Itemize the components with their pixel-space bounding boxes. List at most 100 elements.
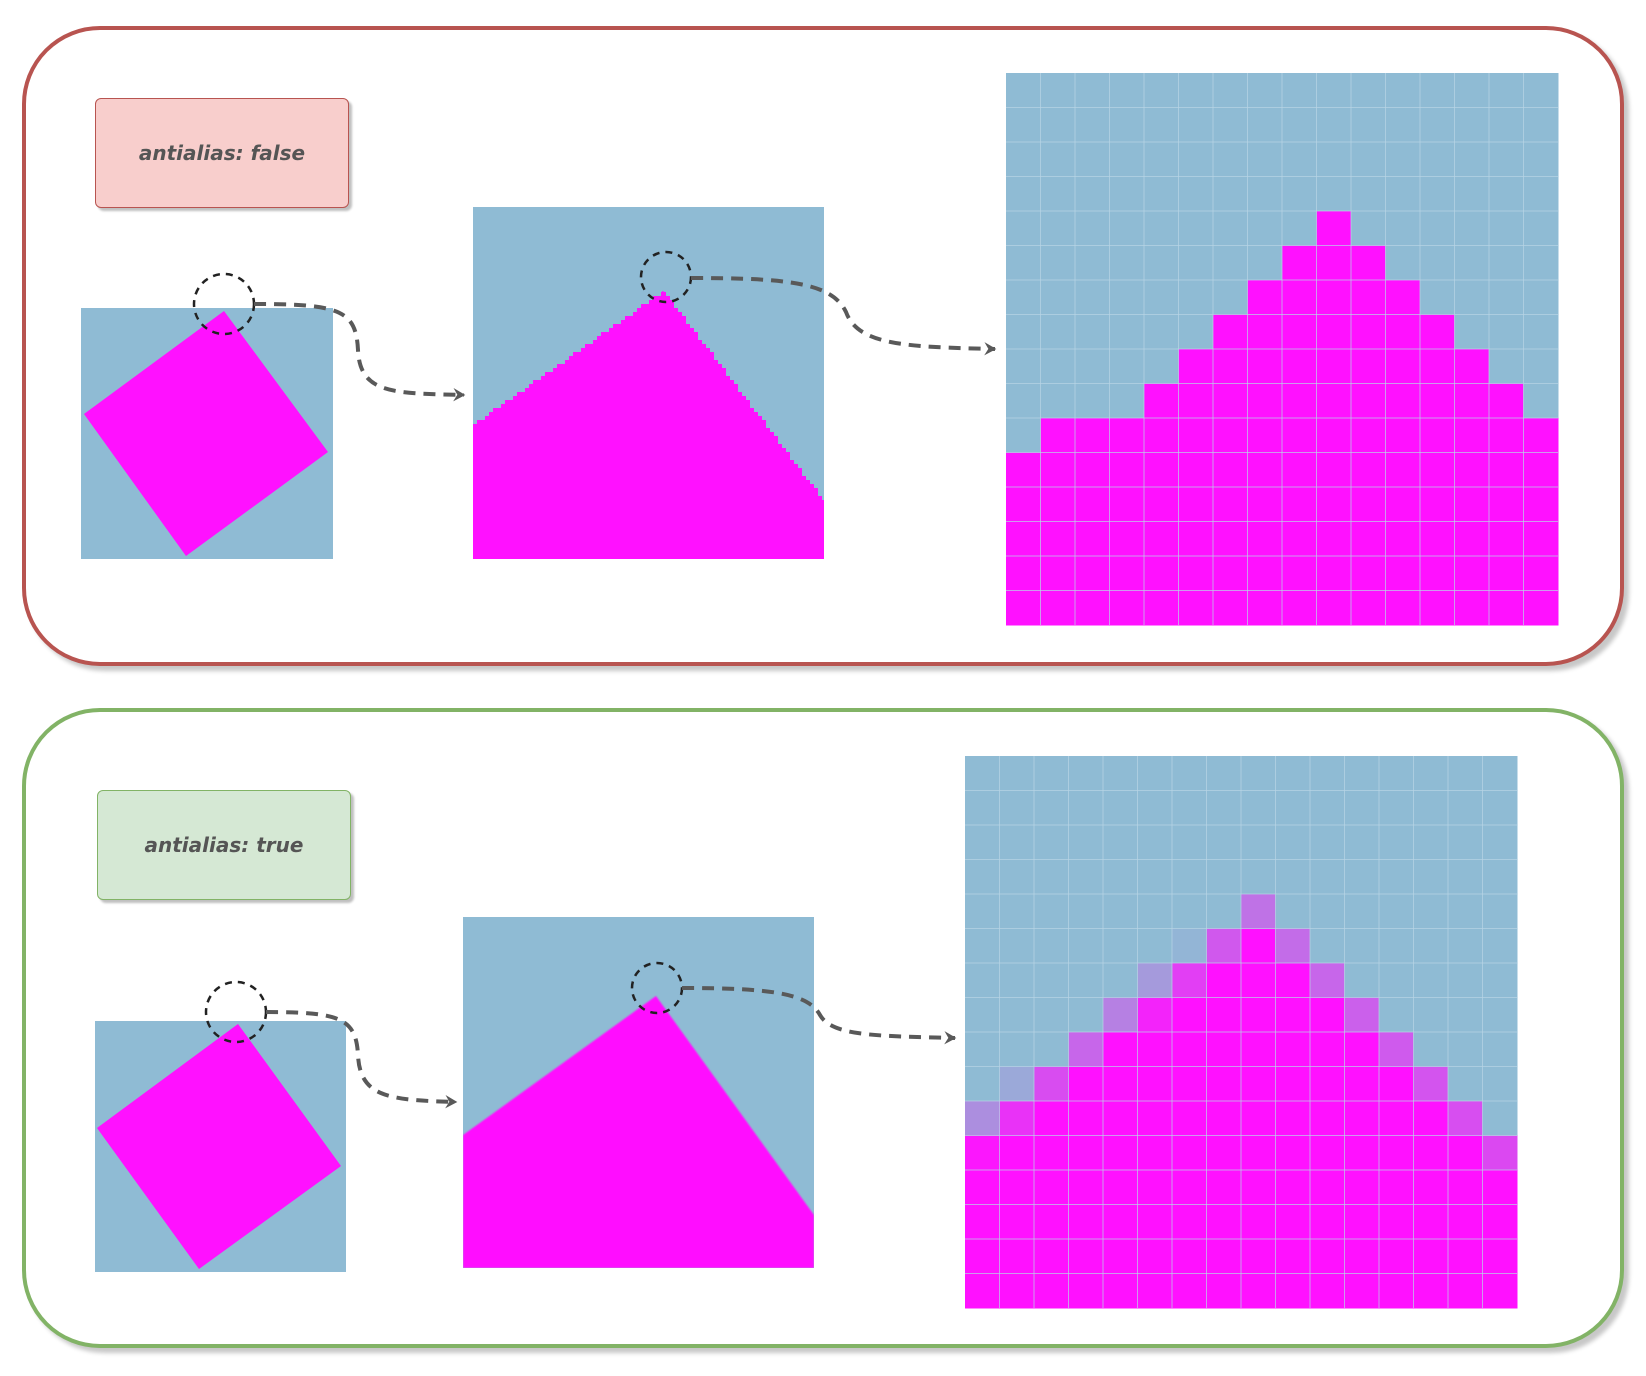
pixel-cell [1316, 521, 1352, 557]
pixel-cell [1275, 963, 1311, 998]
pixel-cell [1351, 349, 1386, 384]
pixel-cell [1482, 1204, 1518, 1240]
pixel-cell [1075, 383, 1110, 419]
dashed-curved-arrow-icon [690, 276, 997, 356]
pixel-cell [1006, 521, 1041, 557]
pixel-cell [1413, 1032, 1449, 1067]
pixel-cell [1282, 590, 1317, 626]
pixel-cell [1103, 825, 1138, 860]
pixel-cell [1241, 1066, 1276, 1102]
pixel-cell [1144, 349, 1179, 384]
pixel-cell [1454, 107, 1490, 143]
pixel-cell [1310, 1135, 1345, 1171]
pixel-cell [1172, 1066, 1207, 1102]
pixel-cell [1448, 859, 1483, 895]
pixel-cell [1213, 280, 1248, 315]
pixel-cell [1385, 521, 1421, 557]
pixel-cell [1206, 1170, 1242, 1205]
pixel-cell [1178, 211, 1214, 246]
pixel-cell [1482, 894, 1518, 929]
pixel-cell [1385, 487, 1421, 522]
small-image-no-antialias [81, 308, 333, 559]
pixel-cell [1040, 418, 1076, 453]
pixel-cell [1448, 1170, 1483, 1205]
pixel-cell [1379, 928, 1414, 964]
pixel-cell [1206, 756, 1242, 791]
pixel-cell [999, 963, 1035, 998]
pixel-cell [1379, 1032, 1414, 1067]
pixel-cell [1344, 997, 1380, 1033]
pixel-cell [1144, 418, 1179, 453]
pixel-cell [999, 1101, 1035, 1136]
pixel-cell [1344, 1239, 1380, 1274]
pixel-cell [1075, 245, 1110, 281]
pixel-cell [1247, 73, 1283, 108]
pixel-cell [1178, 107, 1214, 143]
pixel-cell [1448, 790, 1483, 826]
pixel-cell [1172, 997, 1207, 1033]
pixel-cell [1034, 756, 1069, 791]
pixel-cell [1068, 790, 1104, 826]
pixel-cell [1351, 487, 1386, 522]
pixel-cell [1523, 349, 1559, 384]
pixel-cell [1351, 107, 1386, 143]
pixel-cell [1034, 1170, 1069, 1205]
pixel-cell [1178, 314, 1214, 350]
pixel-cell [1316, 107, 1352, 143]
pixel-cell [1275, 1273, 1311, 1309]
pixel-cell [1137, 997, 1173, 1033]
pixel-cell [999, 928, 1035, 964]
pixel-cell [1040, 280, 1076, 315]
pixel-cell [1172, 1135, 1207, 1171]
pixel-cell [1344, 825, 1380, 860]
pixel-cell [1040, 211, 1076, 246]
pixel-cell [1040, 556, 1076, 591]
pixel-cell [1241, 1101, 1276, 1136]
pixel-cell [999, 1066, 1035, 1102]
pixel-cell [1523, 245, 1559, 281]
pixel-cell [1178, 521, 1214, 557]
pixel-cell [1351, 176, 1386, 212]
pixel-cell [1420, 383, 1455, 419]
pixel-cell [1275, 894, 1311, 929]
pixel-cell [1178, 73, 1214, 108]
pixel-cell [1489, 107, 1524, 143]
pixel-cell [965, 1204, 1000, 1240]
pixel-cell [1310, 825, 1345, 860]
pixel-cell [1034, 928, 1069, 964]
pixel-cell [1482, 1135, 1518, 1171]
pixel-cell [1006, 280, 1041, 315]
pixel-cell [965, 997, 1000, 1033]
pixel-cell [1282, 107, 1317, 143]
pixel-cell [1344, 1101, 1380, 1136]
pixel-cell [1489, 556, 1524, 591]
dashed-curved-arrow-icon [253, 302, 466, 402]
pixel-cell [1068, 756, 1104, 791]
pixel-cell [1034, 859, 1069, 895]
pixel-cell [1247, 176, 1283, 212]
pixel-cell [1344, 928, 1380, 964]
pixel-cell [1109, 176, 1145, 212]
pixel-cell [1316, 73, 1352, 108]
pixel-cell [1344, 1170, 1380, 1205]
pixel-cell [1213, 452, 1248, 488]
pixel-cell [1034, 963, 1069, 998]
pixel-cell [1489, 487, 1524, 522]
pixel-cell [1310, 894, 1345, 929]
pixel-cell [1310, 928, 1345, 964]
pixel-cell [1275, 1204, 1311, 1240]
pixel-cell [1275, 1135, 1311, 1171]
pixel-cell [1040, 245, 1076, 281]
pixel-cell [1351, 245, 1386, 281]
pixel-cell [1282, 349, 1317, 384]
pixel-cell [1109, 73, 1145, 108]
pixel-cell [1448, 894, 1483, 929]
pixel-cell [1109, 383, 1145, 419]
pixel-cell [1006, 452, 1041, 488]
pixel-cell [1103, 756, 1138, 791]
pixel-cell [1068, 1204, 1104, 1240]
pixel-cell [999, 790, 1035, 826]
pixel-cell [1344, 1032, 1380, 1067]
pixel-cell [1282, 245, 1317, 281]
pixel-cell [1137, 756, 1173, 791]
